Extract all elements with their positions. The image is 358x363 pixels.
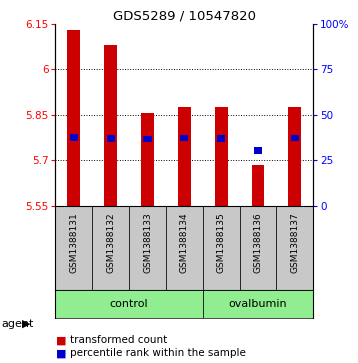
Bar [240, 206, 276, 290]
Bar [107, 135, 115, 142]
Bar [55, 206, 92, 290]
Bar [180, 135, 188, 142]
Title: GDS5289 / 10547820: GDS5289 / 10547820 [113, 9, 256, 23]
Bar [104, 45, 117, 206]
Text: ▶: ▶ [22, 319, 31, 329]
Text: percentile rank within the sample: percentile rank within the sample [70, 348, 246, 358]
Bar [144, 136, 151, 142]
Bar [203, 206, 240, 290]
Text: control: control [110, 299, 149, 309]
Bar [217, 135, 225, 142]
Bar [252, 165, 265, 206]
Text: ■: ■ [55, 348, 66, 358]
Bar [203, 290, 313, 318]
Bar [141, 113, 154, 206]
Bar [276, 206, 313, 290]
Bar [254, 147, 262, 154]
Bar [67, 30, 80, 206]
Text: GSM1388132: GSM1388132 [106, 213, 115, 273]
Bar [289, 107, 301, 206]
Text: GSM1388136: GSM1388136 [253, 213, 262, 273]
Text: ■: ■ [55, 335, 66, 346]
Bar [178, 107, 191, 206]
Bar [215, 107, 228, 206]
Text: GSM1388134: GSM1388134 [180, 213, 189, 273]
Text: GSM1388131: GSM1388131 [69, 213, 78, 273]
Bar [166, 206, 203, 290]
Bar [291, 135, 299, 142]
Bar [129, 206, 166, 290]
Text: ovalbumin: ovalbumin [229, 299, 287, 309]
Text: transformed count: transformed count [70, 335, 167, 346]
Text: GSM1388133: GSM1388133 [143, 213, 152, 273]
Text: GSM1388135: GSM1388135 [217, 213, 226, 273]
Text: GSM1388137: GSM1388137 [290, 213, 299, 273]
Bar [55, 290, 203, 318]
Text: agent: agent [2, 319, 34, 329]
Bar [92, 206, 129, 290]
Bar [70, 134, 78, 140]
